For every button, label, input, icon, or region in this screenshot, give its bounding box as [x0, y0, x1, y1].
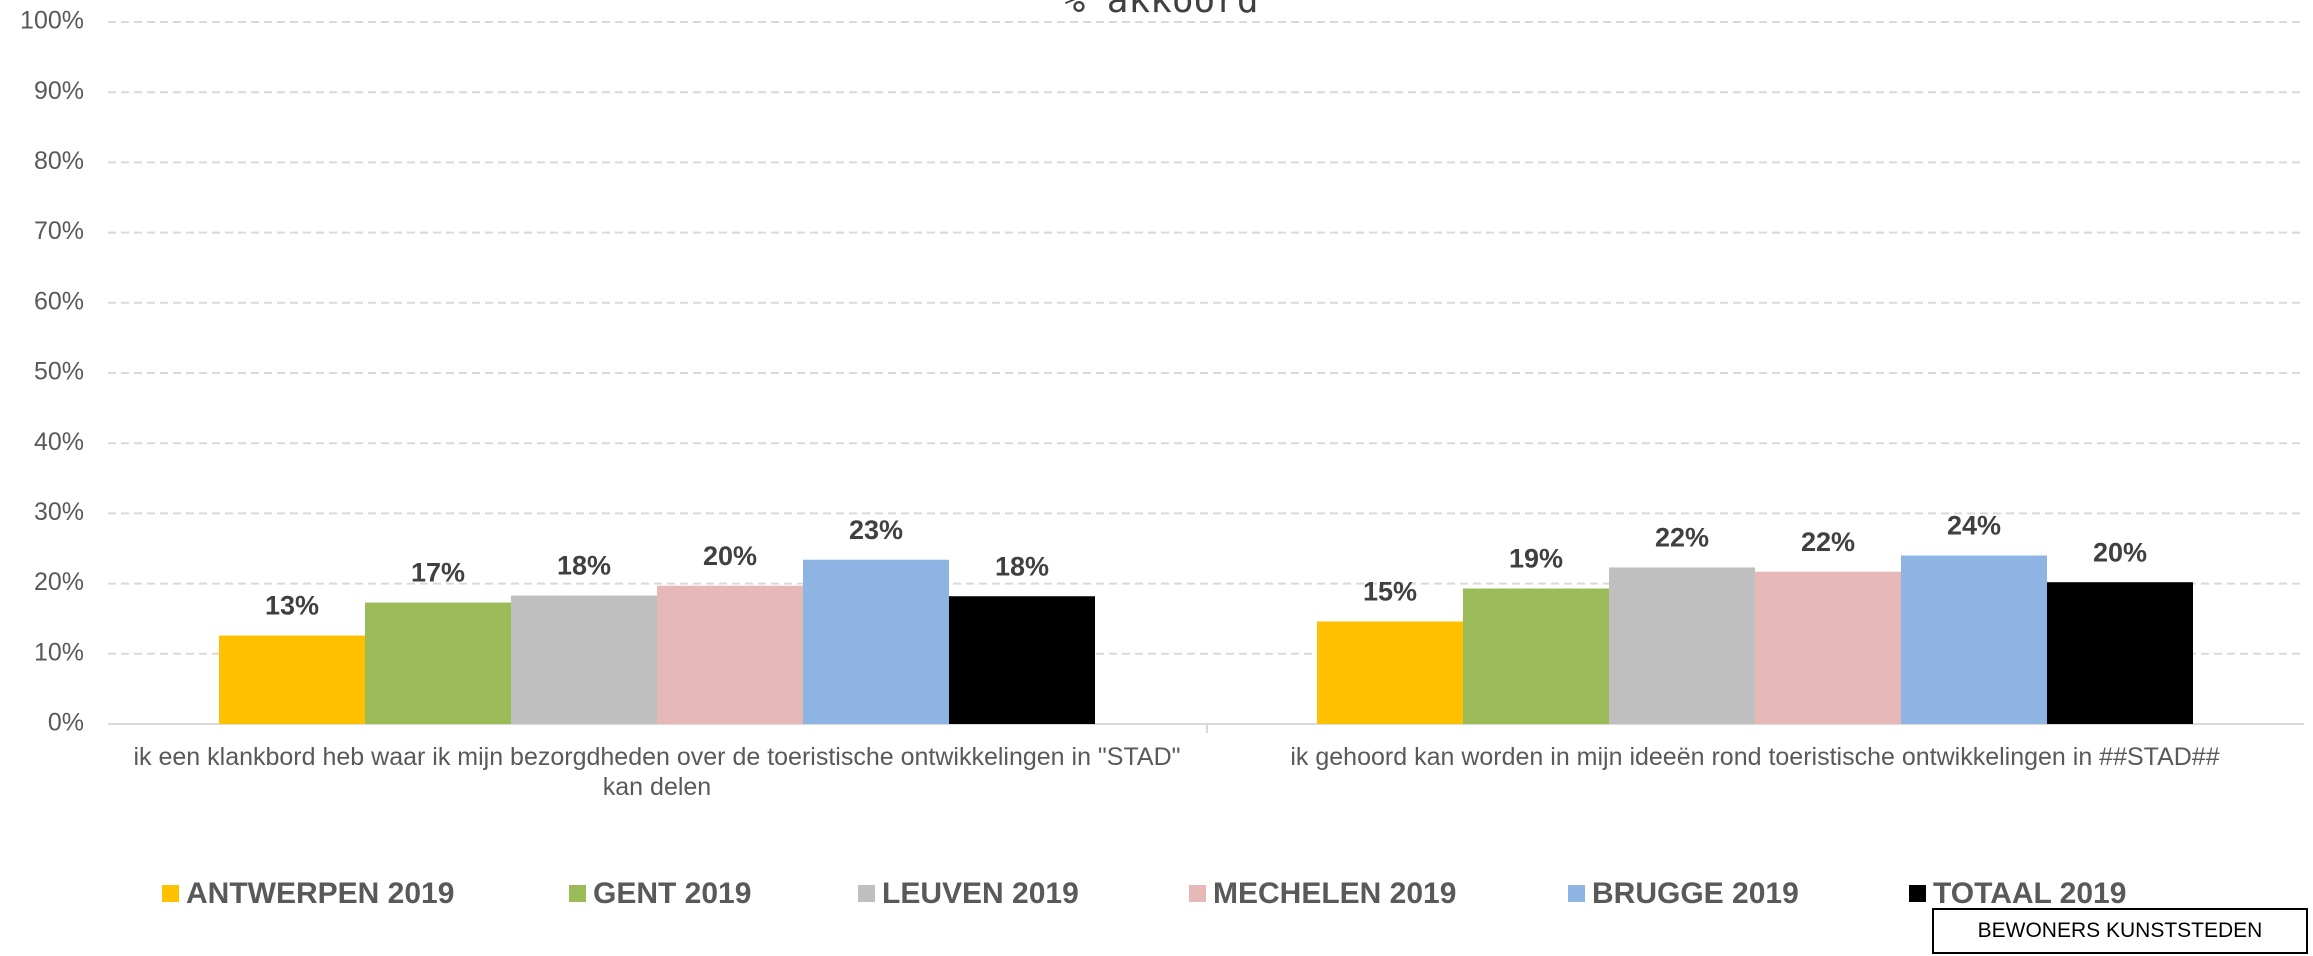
bar [1901, 555, 2047, 724]
data-label: 20% [703, 541, 757, 571]
data-label: 23% [849, 515, 903, 545]
y-tick-label: 30% [34, 498, 84, 526]
legend-swatch [858, 885, 875, 902]
data-label: 22% [1801, 527, 1855, 557]
legend-label: MECHELEN 2019 [1213, 877, 1456, 910]
bar [949, 596, 1095, 724]
legend-label: LEUVEN 2019 [882, 877, 1079, 910]
y-tick-label: 90% [34, 77, 84, 105]
y-tick-label: 100% [20, 7, 84, 35]
bar [1609, 567, 1755, 724]
x-tick-label: ik een klankbord heb waar ik mijn bezorg… [133, 743, 1181, 801]
annotation: BEWONERS KUNSTSTEDEN [1932, 908, 2308, 954]
bar [219, 635, 365, 724]
y-tick-label: 20% [34, 568, 84, 596]
data-label: 19% [1509, 544, 1563, 574]
legend-label: TOTAAL 2019 [1933, 877, 2126, 910]
y-tick-label: 10% [34, 638, 84, 666]
data-label: 17% [411, 558, 465, 588]
data-label: 15% [1363, 577, 1417, 607]
y-tick-label: 70% [34, 217, 84, 245]
bar [1755, 571, 1901, 724]
bar [365, 602, 511, 724]
y-tick-label: 80% [34, 147, 84, 175]
bar [511, 595, 657, 724]
legend-label: GENT 2019 [593, 877, 751, 910]
y-tick-label: 50% [34, 358, 84, 386]
legend-swatch [1568, 885, 1585, 902]
data-label: 20% [2093, 537, 2147, 567]
data-label: 24% [1947, 511, 2001, 541]
data-label: 18% [557, 551, 611, 581]
legend-swatch [1189, 885, 1206, 902]
legend-swatch [569, 885, 586, 902]
bar [657, 585, 803, 724]
x-tick-label: ik gehoord kan worden in mijn ideeën ron… [1290, 743, 2220, 771]
y-tick-label: 40% [34, 428, 84, 456]
y-tick-label: 0% [48, 709, 84, 737]
data-label: 18% [995, 551, 1049, 581]
bar [2047, 582, 2193, 724]
data-label: 22% [1655, 523, 1709, 553]
legend-swatch [162, 885, 179, 902]
legend-swatch [1909, 885, 1926, 902]
y-tick-label: 60% [34, 287, 84, 315]
bar [803, 559, 949, 724]
data-label: 13% [265, 591, 319, 621]
bar [1463, 588, 1609, 724]
legend-label: ANTWERPEN 2019 [186, 877, 454, 910]
chart-title: % akkoord [1063, 0, 1258, 21]
legend-label: BRUGGE 2019 [1592, 877, 1799, 910]
bar [1317, 621, 1463, 724]
